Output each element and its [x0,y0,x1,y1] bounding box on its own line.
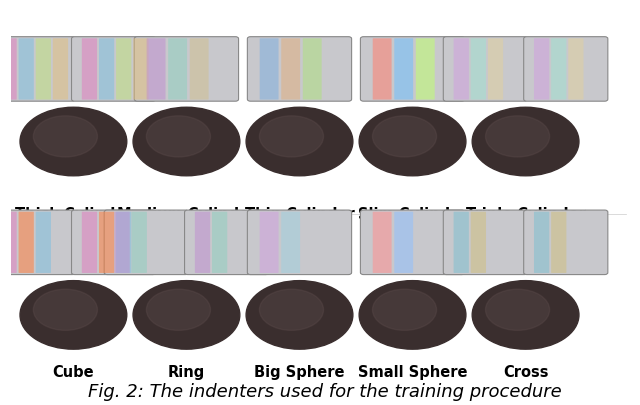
Circle shape [259,117,323,158]
FancyBboxPatch shape [99,39,114,100]
Circle shape [33,290,97,330]
FancyBboxPatch shape [168,39,187,100]
FancyBboxPatch shape [260,212,278,273]
FancyBboxPatch shape [360,38,465,102]
FancyBboxPatch shape [303,39,322,100]
FancyBboxPatch shape [72,211,156,275]
FancyBboxPatch shape [372,212,392,273]
FancyBboxPatch shape [116,39,131,100]
Circle shape [147,117,211,158]
FancyBboxPatch shape [132,212,147,273]
Circle shape [359,281,466,350]
FancyBboxPatch shape [394,212,413,273]
Text: Cross: Cross [503,364,548,379]
FancyBboxPatch shape [444,211,527,275]
Text: Small Sphere: Small Sphere [358,364,467,379]
Circle shape [372,290,436,330]
FancyBboxPatch shape [99,212,114,273]
FancyBboxPatch shape [551,212,566,273]
FancyBboxPatch shape [444,38,527,102]
FancyBboxPatch shape [360,211,465,275]
FancyBboxPatch shape [189,39,209,100]
FancyBboxPatch shape [488,39,503,100]
FancyBboxPatch shape [115,212,130,273]
Text: Triple Cylinder: Triple Cylinder [466,207,586,222]
Circle shape [20,281,127,350]
FancyBboxPatch shape [524,211,608,275]
FancyBboxPatch shape [19,39,34,100]
Text: Medium Cylinder: Medium Cylinder [116,207,256,222]
FancyBboxPatch shape [454,39,469,100]
FancyBboxPatch shape [260,39,278,100]
Text: Big Sphere: Big Sphere [254,364,345,379]
FancyBboxPatch shape [134,38,239,102]
Circle shape [147,290,211,330]
FancyBboxPatch shape [248,211,351,275]
Circle shape [359,108,466,176]
FancyBboxPatch shape [281,39,300,100]
FancyBboxPatch shape [0,38,76,102]
Circle shape [486,290,550,330]
Circle shape [486,117,550,158]
FancyBboxPatch shape [534,39,549,100]
Text: Cube: Cube [52,364,94,379]
Circle shape [472,108,579,176]
FancyBboxPatch shape [281,212,300,273]
FancyBboxPatch shape [184,211,269,275]
FancyBboxPatch shape [394,39,413,100]
FancyBboxPatch shape [53,39,68,100]
FancyBboxPatch shape [133,39,148,100]
FancyBboxPatch shape [19,212,34,273]
FancyBboxPatch shape [248,38,351,102]
Circle shape [133,281,240,350]
FancyBboxPatch shape [471,39,486,100]
Circle shape [246,281,353,350]
FancyBboxPatch shape [82,39,97,100]
FancyBboxPatch shape [0,211,76,275]
Circle shape [372,117,436,158]
FancyBboxPatch shape [195,212,210,273]
Circle shape [259,290,323,330]
FancyBboxPatch shape [568,39,584,100]
FancyBboxPatch shape [534,212,549,273]
Circle shape [33,117,97,158]
FancyBboxPatch shape [471,212,486,273]
Circle shape [20,108,127,176]
FancyBboxPatch shape [36,212,51,273]
Circle shape [133,108,240,176]
FancyBboxPatch shape [372,39,392,100]
FancyBboxPatch shape [1,212,17,273]
Circle shape [472,281,579,350]
FancyBboxPatch shape [147,39,166,100]
Circle shape [246,108,353,176]
FancyBboxPatch shape [116,212,131,273]
Text: Thin Cylinder: Thin Cylinder [244,207,355,222]
Text: Thick Cylinder: Thick Cylinder [15,207,132,222]
FancyBboxPatch shape [1,39,17,100]
FancyBboxPatch shape [416,39,435,100]
FancyBboxPatch shape [104,211,188,275]
FancyBboxPatch shape [551,39,566,100]
FancyBboxPatch shape [82,212,97,273]
FancyBboxPatch shape [36,39,51,100]
FancyBboxPatch shape [524,38,608,102]
FancyBboxPatch shape [212,212,227,273]
Text: Ring: Ring [168,364,205,379]
FancyBboxPatch shape [454,212,469,273]
Text: Slim Cylinder: Slim Cylinder [358,207,467,222]
FancyBboxPatch shape [72,38,156,102]
Text: Fig. 2: The indenters used for the training procedure: Fig. 2: The indenters used for the train… [88,382,561,400]
